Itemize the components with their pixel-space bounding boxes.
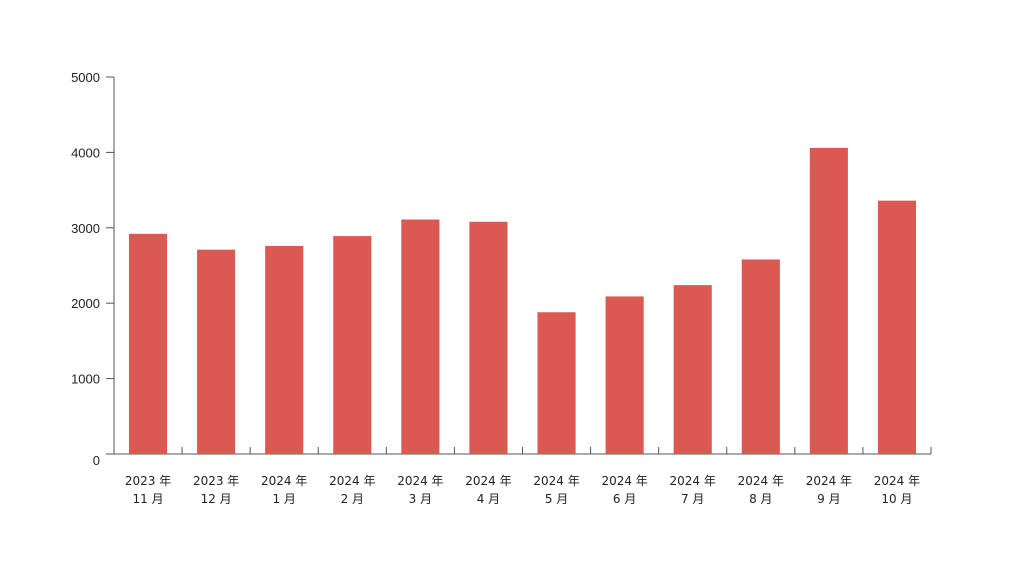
bar (809, 147, 848, 454)
bar (197, 249, 236, 454)
x-tick-label: 2024 年 10 月 (874, 474, 920, 506)
bar (469, 221, 508, 454)
y-tick-label: 0 (93, 453, 100, 468)
bar (605, 296, 644, 454)
bar (265, 245, 304, 454)
bar (128, 233, 168, 454)
bar (877, 200, 917, 454)
y-tick-label: 3000 (71, 221, 100, 236)
y-tick-label: 2000 (71, 296, 100, 311)
x-axis (113, 447, 932, 455)
x-tick-label: 2023 年 12 月 (193, 474, 239, 506)
bar (673, 285, 712, 454)
bar (401, 219, 440, 454)
bar (537, 312, 576, 454)
y-axis: 0 1000 2000 3000 4000 5000 (71, 70, 115, 468)
bar (741, 259, 780, 454)
y-tick-label: 4000 (71, 145, 100, 160)
bar (333, 236, 372, 454)
y-tick-label: 1000 (71, 372, 100, 387)
y-tick-label: 5000 (71, 70, 100, 85)
x-tick-label: 2023 年 11 月 (125, 474, 171, 506)
bars (128, 147, 917, 454)
